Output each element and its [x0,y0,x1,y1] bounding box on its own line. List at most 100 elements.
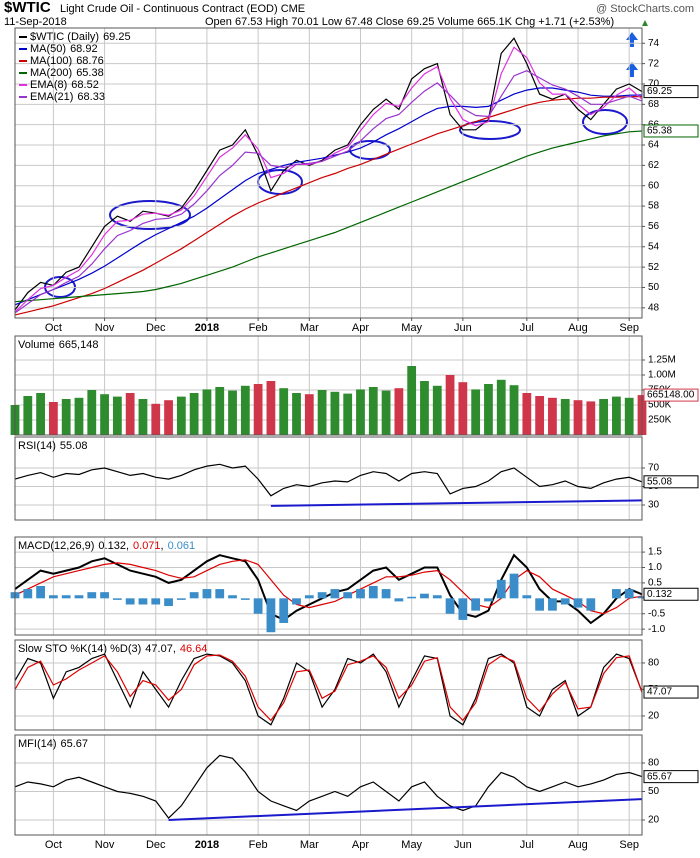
legend-entry: MA(200) 65.38 [30,67,104,79]
x-tick-label: May [401,839,422,851]
volume-bar [151,403,161,435]
value-badge-label: 55.08 [647,476,672,487]
ellipse [582,109,628,135]
y-tick-label: 64 [648,140,660,151]
legend: RSI(14) 55.08 [18,440,87,452]
y-tick-label: 500K [648,400,672,411]
volume-bar [560,399,570,435]
histogram-bar [112,598,122,600]
histogram-bar [330,589,340,599]
value-badge-label: 47.07 [647,687,672,698]
x-tick-label: Aug [568,322,588,334]
y-tick-label: 70 [648,79,660,90]
histogram-bar [266,598,276,633]
y-tick-label: -0.5 [648,608,666,619]
histogram-bar [138,598,148,605]
volume-bar [458,382,468,435]
histogram-bar [164,598,173,607]
panel-frame [14,27,643,319]
legend-title: RSI(14) [18,440,56,452]
x-tick-label: Nov [95,322,115,334]
description: Light Crude Oil - Continuous Contract (E… [60,3,305,15]
histogram-bar [368,586,378,599]
volume-bar [23,396,33,435]
volume-bar [164,400,173,435]
legend-value: 47.07 [145,643,173,655]
legend-entry: EMA(8) 68.52 [30,79,99,91]
value-badge [643,388,699,402]
y-tick-label: 20 [648,815,660,826]
y-tick-label: 62 [648,160,660,171]
histogram-bar [484,598,493,602]
volume-bar [522,393,532,435]
histogram-bar [36,586,45,599]
value-badge [643,685,699,699]
y-tick-label: 56 [648,221,660,232]
series-line [14,87,643,306]
histogram-bar [560,598,570,605]
legend-title: MACD(12,26,9) [18,540,94,552]
arrows [626,32,638,77]
legend-value: 0.061 [168,540,196,552]
histogram-bar [304,595,314,599]
x-tick-label: Aug [568,839,588,851]
histogram-bar [228,595,237,599]
x-tick-label: Mar [300,839,319,851]
value-badge [643,475,699,489]
y-tick-label: 50 [648,282,660,293]
series-line [14,70,643,314]
histogram-bar [100,592,109,599]
histogram-bar [471,598,481,611]
x-tick-label: Sep [619,322,639,334]
y-tick-label: 60 [648,180,660,191]
y-tick-label: 50 [648,786,660,797]
symbol: $WTIC [4,0,51,16]
legend-value: 65.67 [61,738,89,750]
volume-bar [125,393,135,435]
legend-title: MFI(14) [18,738,57,750]
trendline [168,798,643,821]
x-tick-label: Dec [146,839,166,851]
y-tick-label: 1.25M [648,355,676,366]
ellipse [109,200,191,230]
up-arrow-icon [642,20,648,26]
x-tick-label: Oct [45,839,62,851]
volume-bar [356,389,365,435]
legend-value: 68.33 [77,91,105,103]
y-tick-label: 30 [648,500,660,511]
series-line [14,559,643,615]
panel-frame [14,436,643,521]
value-badge [643,587,699,601]
legend-value: 68.52 [71,79,99,91]
value-badge-label: 69.25 [647,86,672,97]
x-tick-label: Feb [249,839,268,851]
volume-bar [471,389,481,435]
volume-bar [253,384,263,435]
x-tick-label: 2018 [195,839,219,851]
value-badge-label: 65.67 [647,771,672,782]
volume-bar [202,389,212,435]
legend-name: $WTIC (Daily) [30,31,99,43]
y-tick-label: 52 [648,262,660,273]
histogram-bar [573,598,583,608]
y-tick-label: 1.0 [648,562,662,573]
histogram-bar [381,589,391,599]
histogram-bar [420,593,429,599]
histogram-bar [279,598,289,623]
legend-title: Slow STO %K(14) %D(3) [18,643,141,655]
volume-bar [100,394,109,435]
series-line [14,653,643,726]
legend-name: MA(200) [30,67,72,79]
legend-value: 68.76 [76,55,104,67]
arrow [626,62,638,77]
volume-bar [266,381,276,435]
histogram-bar [317,592,327,599]
volume-bar [343,393,353,435]
volume-bar [87,390,97,435]
volume-bar [573,400,583,435]
y-tick-label: 48 [648,302,660,313]
value-badge-label: 65.38 [647,126,672,137]
volume-bar [112,396,122,435]
volume-bar [61,399,71,435]
